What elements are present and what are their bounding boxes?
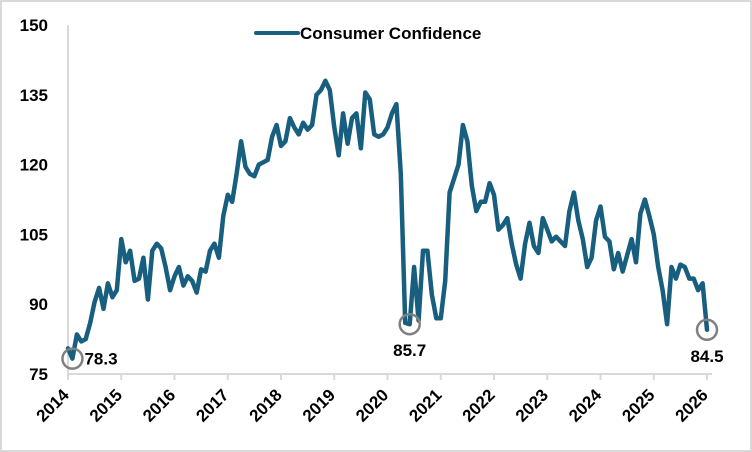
annotation-marker: [695, 318, 719, 342]
y-tick-label: 90: [29, 295, 48, 314]
y-tick-label: 150: [20, 16, 48, 35]
x-tick-label: 2017: [192, 385, 232, 425]
series-line-consumer-confidence: [65, 78, 710, 361]
y-tick-label: 120: [20, 156, 48, 175]
axes: [67, 25, 712, 375]
x-tick-label: 2015: [86, 385, 126, 425]
annotation-label: 78.3: [84, 350, 117, 369]
y-tick-label: 105: [20, 225, 48, 244]
x-tick-labels: 2014 2015 2016 2017 2018 2019 2020 2021 2022 2023…: [33, 374, 712, 426]
y-tick-label: 135: [20, 86, 48, 105]
annotation-label: 85.7: [393, 341, 426, 360]
x-tick-label: 2026: [672, 385, 712, 425]
series-group: [65, 78, 710, 361]
annotations: 78.3 85.7 84.5: [61, 312, 724, 370]
x-tick-label: 2019: [299, 385, 339, 425]
x-tick-label: 2021: [405, 385, 445, 425]
legend: Consumer Confidence: [254, 24, 481, 43]
x-tick-label: 2023: [512, 385, 552, 425]
x-tick-label: 2014: [33, 385, 74, 426]
x-tick-label: 2016: [139, 385, 179, 425]
y-tick-labels: 75 90 105 120 135 150: [20, 16, 48, 384]
x-tick-label: 2024: [565, 385, 606, 426]
annotation-label: 84.5: [690, 347, 723, 366]
x-tick-label: 2018: [246, 385, 286, 425]
x-tick-label: 2020: [352, 385, 392, 425]
legend-label-consumer-confidence: Consumer Confidence: [300, 24, 481, 43]
y-tick-label: 75: [29, 365, 48, 384]
annotation-marker: [61, 347, 84, 370]
x-tick-label: 2025: [618, 385, 658, 425]
x-tick-label: 2022: [459, 385, 499, 425]
annotation-marker: [398, 312, 421, 336]
